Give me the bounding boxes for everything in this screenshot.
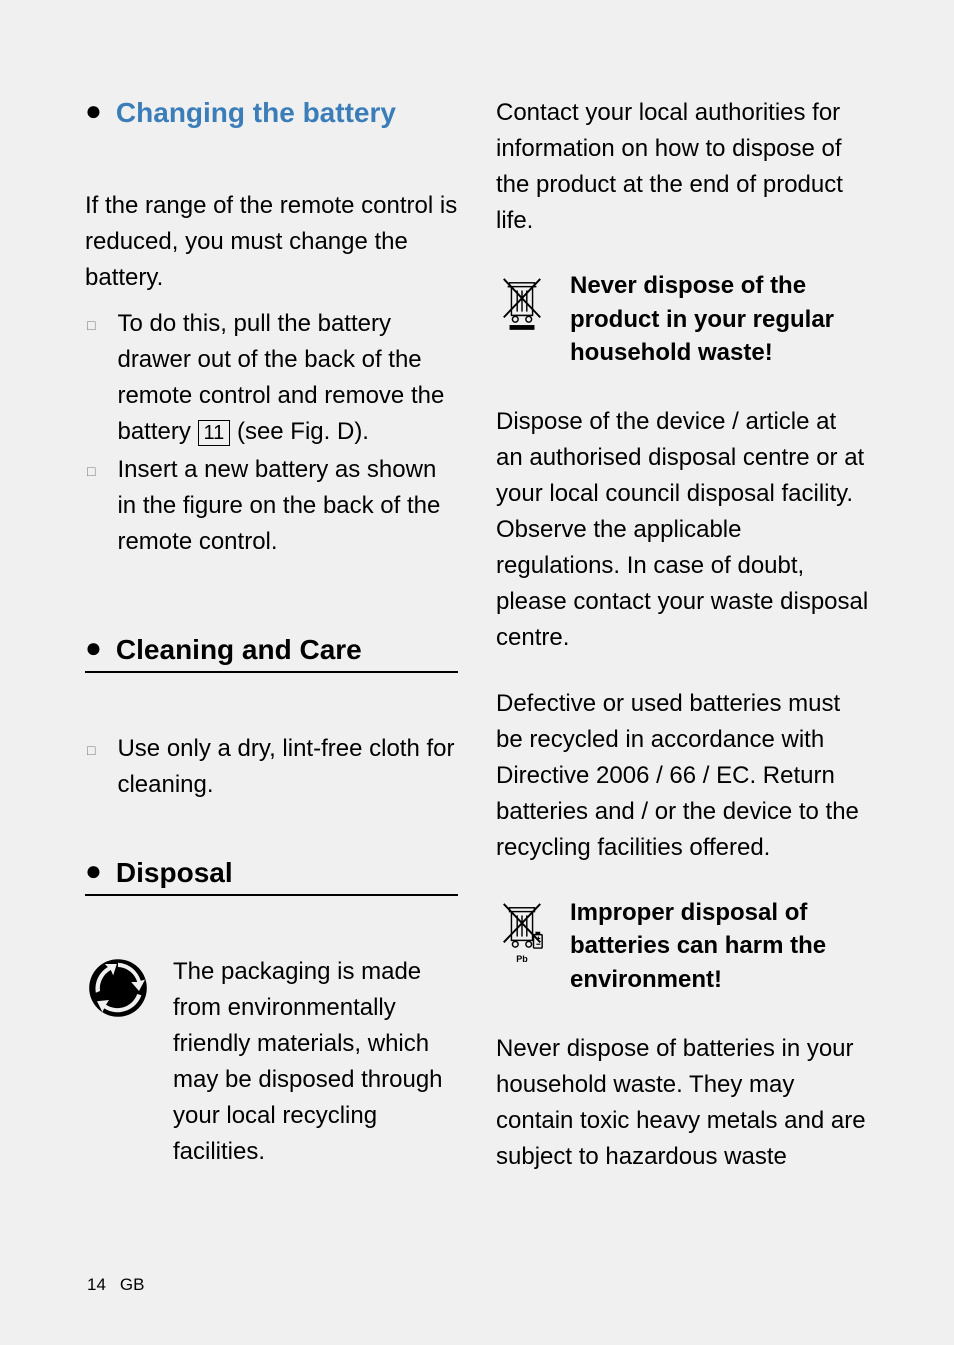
spacer bbox=[496, 866, 869, 896]
paragraph-packaging: The packaging is made from environmental… bbox=[173, 954, 458, 1170]
list-item: □ Insert a new battery as shown in the f… bbox=[85, 452, 458, 560]
bullet-icon: ● bbox=[85, 634, 102, 662]
spacer bbox=[85, 158, 458, 188]
left-column: ● Changing the battery If the range of t… bbox=[85, 95, 458, 1275]
warning-text-1: Never dispose of the product in your reg… bbox=[570, 269, 869, 370]
page-footer: 14 GB bbox=[85, 1275, 869, 1295]
warning-text-2: Improper disposal of batteries can harm … bbox=[570, 896, 869, 997]
list-marker-icon: □ bbox=[87, 463, 95, 479]
page-language: GB bbox=[120, 1275, 145, 1295]
spacer bbox=[85, 701, 458, 731]
list-marker-icon: □ bbox=[87, 317, 95, 333]
spacer bbox=[496, 656, 869, 686]
heading-changing-battery: Changing the battery bbox=[116, 95, 396, 130]
paragraph-dispose-device: Dispose of the device / article at an au… bbox=[496, 404, 869, 656]
paragraph-intro: If the range of the remote control is re… bbox=[85, 188, 458, 296]
spacer bbox=[85, 602, 458, 632]
heading-disposal: Disposal bbox=[116, 855, 233, 890]
bullet-icon: ● bbox=[85, 97, 102, 125]
recycle-info-block: The packaging is made from environmental… bbox=[85, 954, 458, 1170]
spacer bbox=[496, 239, 869, 269]
pb-label: Pb bbox=[498, 954, 546, 964]
page-number: 14 bbox=[87, 1275, 106, 1295]
paragraph-authorities: Contact your local authorities for infor… bbox=[496, 95, 869, 239]
text-part-b: (see Fig. D). bbox=[230, 418, 369, 445]
heading-cleaning: Cleaning and Care bbox=[116, 632, 362, 667]
paragraph-never-household: Never dispose of batteries in your house… bbox=[496, 1031, 869, 1175]
bullet-icon: ● bbox=[85, 857, 102, 885]
list-text: Insert a new battery as shown in the fig… bbox=[117, 452, 458, 560]
recycle-icon-wrap bbox=[85, 954, 151, 1018]
content-columns: ● Changing the battery If the range of t… bbox=[85, 95, 869, 1275]
bin-icon-wrap bbox=[496, 269, 548, 331]
battery-bin-icon-wrap: Pb bbox=[496, 896, 548, 964]
list-item: □ To do this, pull the battery drawer ou… bbox=[85, 306, 458, 450]
document-page: ● Changing the battery If the range of t… bbox=[0, 0, 954, 1345]
crossed-bin-icon bbox=[498, 273, 546, 331]
instruction-list-2: □ Use only a dry, lint-free cloth for cl… bbox=[85, 731, 458, 805]
reference-box-11: 11 bbox=[198, 420, 231, 446]
recycle-text: The packaging is made from environmental… bbox=[173, 954, 458, 1170]
right-column: Contact your local authorities for infor… bbox=[496, 95, 869, 1275]
list-item: □ Use only a dry, lint-free cloth for cl… bbox=[85, 731, 458, 803]
warning-block-2: Pb Improper disposal of batteries can ha… bbox=[496, 896, 869, 997]
list-marker-icon: □ bbox=[87, 742, 95, 758]
section-header-cleaning: ● Cleaning and Care bbox=[85, 632, 458, 673]
section-header-changing-battery: ● Changing the battery bbox=[85, 95, 458, 130]
spacer bbox=[85, 924, 458, 954]
section-header-disposal: ● Disposal bbox=[85, 855, 458, 896]
warning-never-dispose: Never dispose of the product in your reg… bbox=[570, 269, 869, 370]
warning-improper-disposal: Improper disposal of batteries can harm … bbox=[570, 896, 869, 997]
list-text: Use only a dry, lint-free cloth for clea… bbox=[117, 731, 458, 803]
battery-icon-group: Pb bbox=[498, 900, 546, 964]
list-text: To do this, pull the battery drawer out … bbox=[117, 306, 458, 450]
warning-block-1: Never dispose of the product in your reg… bbox=[496, 269, 869, 370]
instruction-list-1: □ To do this, pull the battery drawer ou… bbox=[85, 306, 458, 562]
recycle-arrows-icon bbox=[88, 958, 148, 1018]
spacer bbox=[85, 845, 458, 855]
crossed-battery-bin-icon bbox=[498, 900, 546, 952]
paragraph-batteries-directive: Defective or used batteries must be recy… bbox=[496, 686, 869, 866]
